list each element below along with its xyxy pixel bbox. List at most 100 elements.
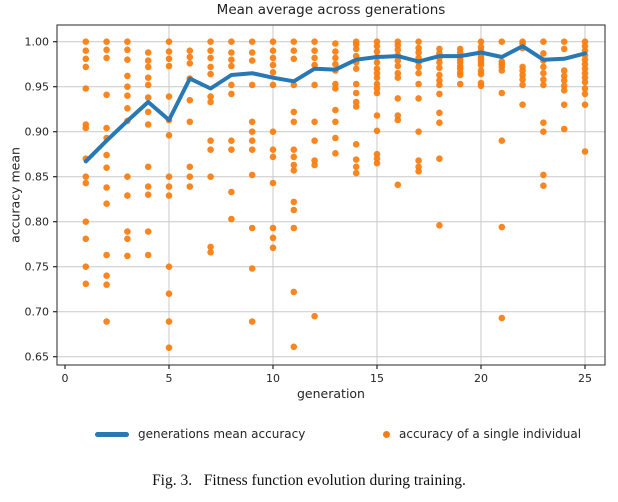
scatter-point xyxy=(477,61,485,69)
scatter-point xyxy=(103,124,110,132)
scatter-point xyxy=(415,128,422,135)
scatter-point xyxy=(540,81,547,89)
y-tick-label: 0.95 xyxy=(25,81,50,94)
scatter-point xyxy=(581,148,589,155)
scatter-point xyxy=(436,71,443,79)
scatter-point xyxy=(248,128,256,135)
scatter-point xyxy=(248,146,256,153)
scatter-point xyxy=(248,137,256,144)
scatter-point xyxy=(82,280,90,288)
scatter-point xyxy=(82,235,90,243)
scatter-point xyxy=(103,272,110,280)
y-tick-label: 0.65 xyxy=(25,351,50,364)
mean-line-swatch xyxy=(95,431,129,437)
scatter-point xyxy=(311,161,318,169)
scatter-point xyxy=(248,318,256,325)
scatter-point xyxy=(248,224,256,232)
scatter-point xyxy=(186,173,194,180)
scatter-point xyxy=(415,49,422,56)
scatter-point xyxy=(207,173,214,180)
scatter-point xyxy=(373,159,381,167)
scatter-point xyxy=(144,63,152,71)
scatter-point xyxy=(332,118,339,126)
scatter-point xyxy=(103,251,110,259)
scatter-point xyxy=(352,156,360,163)
scatter-point xyxy=(144,49,152,56)
scatter-point xyxy=(498,38,506,45)
scatter-point xyxy=(415,69,422,77)
scatter-point xyxy=(436,81,443,89)
scatter-point xyxy=(82,63,90,71)
plot-frame xyxy=(56,24,606,366)
scatter-point xyxy=(290,38,298,45)
scatter-point xyxy=(332,134,339,142)
scatter-point xyxy=(165,344,173,352)
scatter-point xyxy=(436,222,443,229)
scatter-point xyxy=(498,223,506,231)
scatter-point xyxy=(82,38,90,45)
scatter-point xyxy=(269,234,277,242)
scatter-point xyxy=(228,215,235,223)
scatter-point xyxy=(103,200,110,207)
scatter-point xyxy=(394,95,402,102)
scatter-point xyxy=(311,118,318,126)
scatter-point xyxy=(436,109,443,117)
scatter-point xyxy=(560,38,568,45)
legend-item-individual: accuracy of a single individual xyxy=(383,427,581,441)
scatter-point xyxy=(144,183,152,190)
scatter-point xyxy=(311,38,318,45)
scatter-point xyxy=(269,38,277,45)
scatter-point xyxy=(165,192,173,199)
scatter-point xyxy=(207,243,214,251)
plot-area: 0 5 10 15 20 25 0.65 0.70 0.75 0.80 0.85 0.90 0.95 1.… xyxy=(25,24,606,385)
x-tick-label: 0 xyxy=(62,372,69,385)
scatter-point xyxy=(394,181,402,189)
scatter-point xyxy=(498,67,506,74)
x-tick-label: 20 xyxy=(474,372,488,385)
scatter-point xyxy=(581,90,589,98)
scatter-point xyxy=(290,288,298,296)
scatter-point xyxy=(103,318,110,325)
scatter-point xyxy=(186,118,194,126)
scatter-point xyxy=(290,153,298,161)
scatter-point xyxy=(144,191,152,198)
scatter-point xyxy=(165,93,173,100)
scatter-point xyxy=(581,78,589,86)
scatter-point xyxy=(269,146,277,153)
scatter-point xyxy=(519,76,526,83)
scatter-points xyxy=(82,38,589,352)
scatter-point xyxy=(560,87,568,94)
scatter-point xyxy=(415,157,422,164)
scatter-point xyxy=(456,71,464,79)
scatter-point xyxy=(581,101,589,108)
scatter-point xyxy=(165,62,173,70)
scatter-point xyxy=(165,183,173,190)
x-tick-label: 25 xyxy=(578,372,592,385)
y-tick-label: 0.75 xyxy=(25,261,50,274)
scatter-point xyxy=(290,55,298,63)
scatter-point xyxy=(228,146,235,153)
figure-caption: Fig. 3. Fitness function evolution durin… xyxy=(152,472,466,489)
scatter-point xyxy=(290,118,298,126)
y-tick-labels: 0.65 0.70 0.75 0.80 0.85 0.90 0.95 1.00 xyxy=(25,36,57,364)
scatter-point xyxy=(498,137,506,144)
scatter-point xyxy=(124,192,131,199)
scatter-point xyxy=(352,103,360,110)
scatter-point xyxy=(415,95,422,102)
y-tick-label: 0.90 xyxy=(25,126,50,139)
scatter-point xyxy=(82,85,90,92)
scatter-point xyxy=(436,64,443,72)
scatter-point xyxy=(373,42,381,50)
scatter-point xyxy=(165,55,173,63)
scatter-point xyxy=(540,128,547,135)
scatter-point xyxy=(436,119,443,126)
scatter-point xyxy=(186,60,194,67)
scatter-point xyxy=(269,54,277,62)
scatter-point xyxy=(186,53,194,61)
y-tick-label: 0.70 xyxy=(25,306,50,319)
scatter-point xyxy=(82,179,90,187)
scatter-point xyxy=(103,38,110,45)
scatter-point xyxy=(352,89,360,97)
scatter-point xyxy=(144,121,152,128)
scatter-point xyxy=(165,132,173,139)
